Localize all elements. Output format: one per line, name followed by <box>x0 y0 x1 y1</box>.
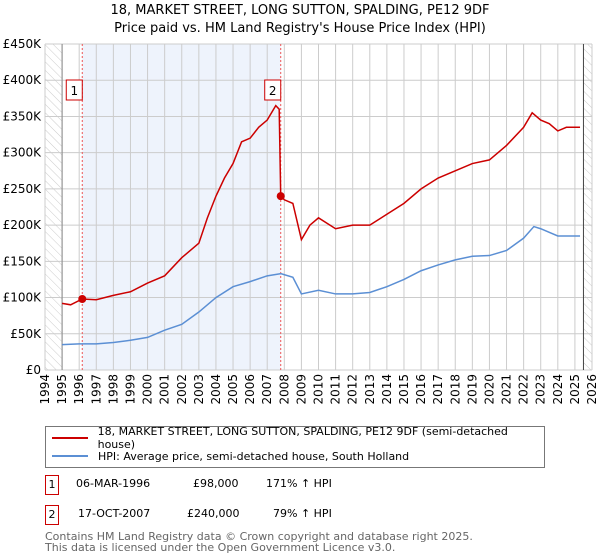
price-line <box>61 104 581 306</box>
x-tick-label: 2015 <box>397 374 411 405</box>
no-data-hatch-right <box>583 44 592 370</box>
x-tick-label: 1997 <box>89 374 103 405</box>
sale-point <box>276 192 285 201</box>
sale-price: £98,000 <box>193 477 239 490</box>
x-tick-label: 2019 <box>465 374 479 405</box>
x-tick-label: 1995 <box>55 374 69 405</box>
x-tick-label: 2023 <box>534 374 548 405</box>
x-tick-label: 2025 <box>568 374 582 405</box>
y-tick-label: £150K <box>3 254 43 268</box>
legend-label-property: 18, MARKET STREET, LONG SUTTON, SPALDING… <box>97 425 508 451</box>
x-tick-label: 1996 <box>72 374 86 405</box>
footer-license: This data is licensed under the Open Gov… <box>45 541 396 554</box>
x-tick-label: 2012 <box>346 374 360 405</box>
x-tick-label: 2011 <box>329 374 343 405</box>
x-tick-label: 2016 <box>414 374 428 405</box>
y-tick-label: £0 <box>26 363 41 377</box>
sale-label-box <box>264 79 282 101</box>
x-tick-label: 2009 <box>294 374 308 405</box>
sale-marker-box: 1 <box>45 475 59 495</box>
legend-red-line <box>52 437 88 439</box>
sale-marker-box: 2 <box>45 505 59 525</box>
footer: Contains HM Land Registry data © Crown c… <box>45 531 473 553</box>
x-tick-label: 2020 <box>482 374 496 405</box>
x-tick-label: 2005 <box>226 374 240 405</box>
legend: 18, MARKET STREET, LONG SUTTON, SPALDING… <box>45 425 545 468</box>
x-tick-label: 2013 <box>363 374 377 405</box>
y-tick-label: £50K <box>10 327 42 341</box>
x-tick-label: 2000 <box>141 374 155 405</box>
x-tick-label: 2008 <box>277 374 291 405</box>
y-tick-label: £300K <box>3 146 43 160</box>
y-tick-label: £450K <box>3 37 43 51</box>
x-tick-label: 2024 <box>551 374 565 405</box>
x-tick-label: 2021 <box>500 374 514 405</box>
sale-row: 2 17-OCT-2007 £240,000 79% ↑ HPI <box>45 505 545 525</box>
x-tick-label: 2003 <box>192 374 206 405</box>
sale-label: 1 <box>70 84 78 98</box>
hpi-line <box>62 225 581 346</box>
sale-hpi: 79% ↑ HPI <box>273 507 332 520</box>
x-tick-label: 2017 <box>431 374 445 405</box>
x-tick-label: 1994 <box>38 374 52 405</box>
x-tick-label: 2007 <box>260 374 274 405</box>
x-tick-label: 2002 <box>175 374 189 405</box>
y-tick-label: £100K <box>3 291 43 305</box>
x-tick-label: 2014 <box>380 374 394 405</box>
sale-price: £240,000 <box>187 507 240 520</box>
y-tick-label: £350K <box>3 109 43 123</box>
x-tick-label: 1998 <box>106 374 120 405</box>
chart-title: 18, MARKET STREET, LONG SUTTON, SPALDING… <box>110 3 490 18</box>
y-tick-label: £250K <box>3 182 43 196</box>
x-tick-label: 2022 <box>517 374 531 405</box>
sale-label-box <box>65 79 83 101</box>
x-tick-label: 2018 <box>448 374 462 405</box>
x-tick-label: 2004 <box>209 374 223 405</box>
footer-copyright: Contains HM Land Registry data © Crown c… <box>45 530 473 543</box>
sale-hpi: 171% ↑ HPI <box>266 477 332 490</box>
x-tick-label: 2010 <box>312 374 326 405</box>
y-tick-label: £200K <box>3 218 43 232</box>
sale-point <box>78 295 87 304</box>
plot-area: 1994 1995 1996 1997 1998 1999 2000 2001 2002 2003… <box>3 37 599 405</box>
sale-row: 1 06-MAR-1996 £98,000 171% ↑ HPI <box>45 475 545 495</box>
x-tick-label: 2026 <box>585 374 599 405</box>
legend-blue-line <box>52 455 88 457</box>
legend-label-hpi: HPI: Average price, semi-detached house,… <box>98 449 410 463</box>
sale-date: 06-MAR-1996 <box>76 477 151 490</box>
x-tick-label: 2001 <box>158 374 172 405</box>
x-tick-label: 2006 <box>243 374 257 405</box>
chart-subtitle: Price paid vs. HM Land Registry's House … <box>114 21 486 36</box>
no-data-hatch-left <box>45 44 63 370</box>
sale-label: 2 <box>269 84 277 98</box>
y-tick-label: £400K <box>3 73 43 87</box>
sale-date: 17-OCT-2007 <box>78 507 151 520</box>
x-tick-label: 1999 <box>123 374 137 405</box>
